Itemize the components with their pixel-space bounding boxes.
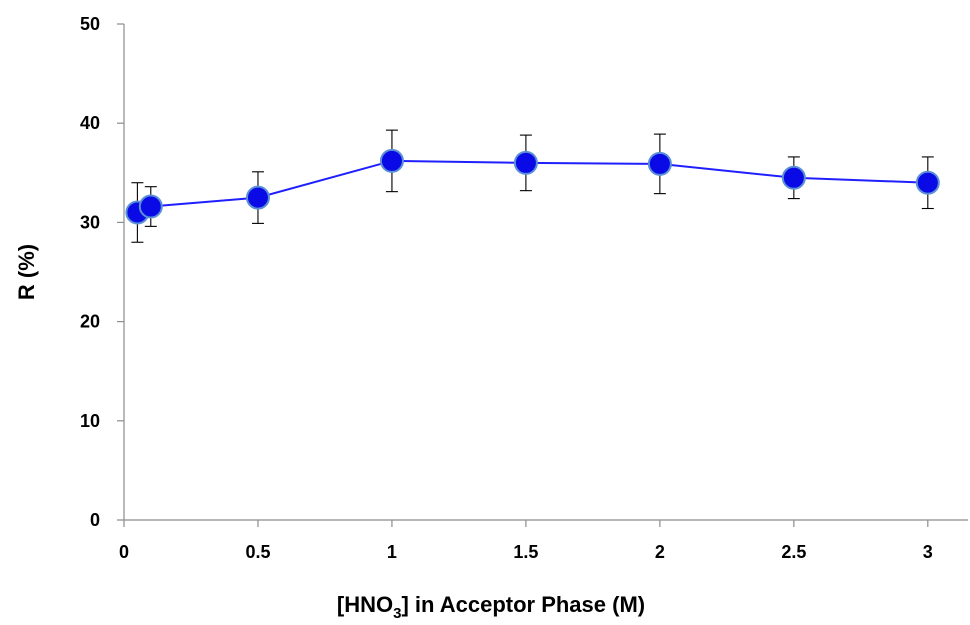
data-point — [917, 172, 939, 194]
data-point — [247, 187, 269, 209]
x-tick-label: 0 — [119, 542, 129, 562]
data-point — [515, 152, 537, 174]
x-tick-label: 0.5 — [245, 542, 270, 562]
series-layer — [126, 130, 938, 242]
y-tick-label: 50 — [80, 14, 100, 34]
x-tick-label: 2 — [655, 542, 665, 562]
data-point — [783, 167, 805, 189]
x-axis-title-subscript: 3 — [393, 605, 401, 622]
x-axis-title-suffix: ] in Acceptor Phase (M) — [401, 592, 645, 617]
x-tick-label: 1 — [387, 542, 397, 562]
axes — [124, 24, 968, 520]
x-ticks: 0 0.5 1 1.5 2 2.5 3 — [119, 520, 933, 562]
x-tick-label: 3 — [923, 542, 933, 562]
y-tick-label: 0 — [90, 510, 100, 530]
y-tick-label: 10 — [80, 411, 100, 431]
x-tick-label: 2.5 — [781, 542, 806, 562]
y-ticks: 0 10 20 30 40 50 — [80, 14, 124, 530]
y-tick-label: 40 — [80, 113, 100, 133]
data-point — [381, 150, 403, 172]
x-axis-title: [HNO3] in Acceptor Phase (M) — [337, 592, 645, 622]
y-tick-label: 30 — [80, 212, 100, 232]
x-tick-label: 1.5 — [513, 542, 538, 562]
y-tick-label: 20 — [80, 312, 100, 332]
y-axis-title: R (%) — [14, 244, 39, 300]
x-axis-title-prefix: [HNO — [337, 592, 393, 617]
data-point — [649, 153, 671, 175]
data-point — [140, 196, 162, 218]
